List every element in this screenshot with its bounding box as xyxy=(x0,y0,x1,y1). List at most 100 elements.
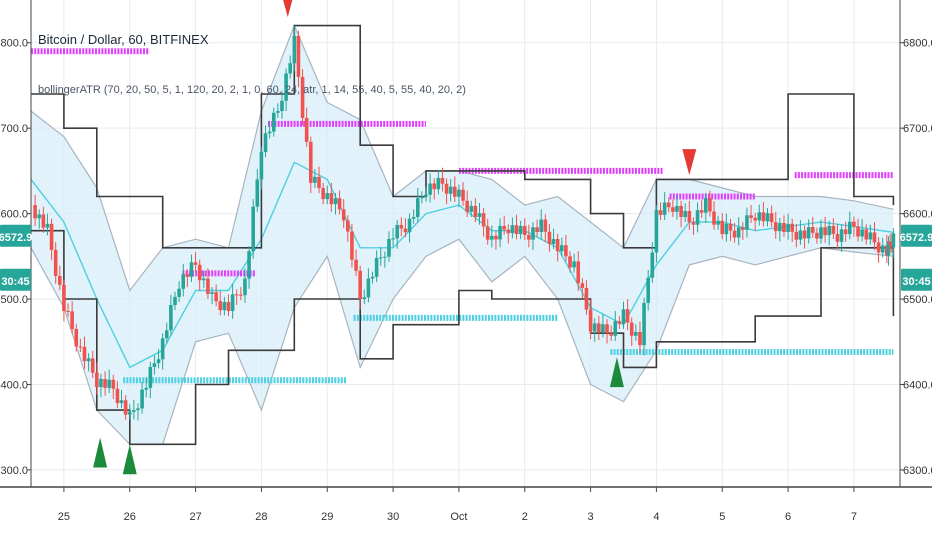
candle-body xyxy=(782,222,786,232)
candle-body xyxy=(234,294,239,296)
candle-body xyxy=(741,227,745,230)
candle-body xyxy=(856,226,860,237)
x-tick-label: 25 xyxy=(58,511,70,523)
candle-body xyxy=(214,292,218,302)
candle-body xyxy=(136,408,140,411)
candle-body xyxy=(37,214,42,219)
candle-body xyxy=(58,275,62,285)
candle-body xyxy=(527,234,531,240)
candle-body xyxy=(646,277,650,303)
x-tick-label: 29 xyxy=(321,511,333,523)
y-tick-label-right: 6800.0 xyxy=(903,38,932,50)
candle-body xyxy=(477,213,482,218)
candle-body xyxy=(276,111,280,113)
candle-body xyxy=(378,257,383,259)
candle-body xyxy=(888,241,892,245)
candle-body xyxy=(852,221,856,227)
candle-body xyxy=(531,227,535,240)
candle-body xyxy=(70,311,74,329)
x-tick-label: 28 xyxy=(255,511,267,523)
candle-body xyxy=(568,256,572,268)
candle-body xyxy=(444,183,449,194)
candle-body xyxy=(773,222,778,232)
candle-body xyxy=(650,252,655,278)
candle-body xyxy=(502,225,506,230)
candle-body xyxy=(687,211,692,223)
candle-body xyxy=(498,225,502,240)
chart-title: Bitcoin / Dollar, 60, BITFINEX xyxy=(38,32,209,47)
candle-body xyxy=(259,152,264,180)
candle-body xyxy=(642,302,646,346)
candle-body xyxy=(699,210,704,213)
candle-body xyxy=(559,245,564,252)
x-tick-label: 3 xyxy=(588,511,594,523)
candle-body xyxy=(107,379,111,388)
candle-body xyxy=(675,205,679,212)
y-tick-label-right: 6700.0 xyxy=(903,123,932,135)
candle-body xyxy=(399,224,404,229)
price-tags: 6572.9 30:45 6572.9 30:45 xyxy=(0,224,932,291)
candle-body xyxy=(144,387,149,390)
candle-body xyxy=(510,225,515,234)
candle-body xyxy=(177,288,181,297)
candle-body xyxy=(597,323,601,333)
candle-body xyxy=(708,198,712,212)
candle-body xyxy=(247,251,251,279)
candle-body xyxy=(481,213,486,227)
current-price-label-right: 6572.9 xyxy=(900,232,932,244)
candle-body xyxy=(494,235,498,240)
candle-body xyxy=(736,227,741,238)
candle-body xyxy=(732,230,737,238)
buy-signal-arrow xyxy=(93,437,108,468)
candle-body xyxy=(432,183,437,190)
candle-body xyxy=(95,372,99,388)
candle-body xyxy=(284,73,288,101)
candle-body xyxy=(658,210,663,215)
candle-body xyxy=(41,214,46,228)
candle-body xyxy=(420,196,424,199)
y-tick-label-right: 6300.0 xyxy=(903,465,932,477)
candle-body xyxy=(572,261,576,268)
candle-body xyxy=(880,245,885,253)
candle-body xyxy=(202,278,206,281)
candle-body xyxy=(346,220,350,232)
candle-body xyxy=(407,218,412,233)
candle-body xyxy=(827,225,832,236)
candle-body xyxy=(703,198,708,213)
candle-body xyxy=(148,366,153,388)
candle-body xyxy=(189,262,194,277)
countdown-tag-left xyxy=(0,268,31,291)
x-tick-label: 30 xyxy=(387,511,399,523)
candle-body xyxy=(506,229,511,234)
candle-body xyxy=(424,194,428,197)
x-tick-label: 7 xyxy=(851,511,857,523)
candle-body xyxy=(164,330,169,339)
candle-body xyxy=(473,205,478,218)
candle-body xyxy=(453,186,457,197)
candle-body xyxy=(350,231,354,260)
y-tick-label-left: 6400.0 xyxy=(0,379,28,391)
candle-body xyxy=(786,223,790,232)
candle-body xyxy=(383,256,387,258)
candle-body xyxy=(868,232,873,240)
x-tick-label: 2 xyxy=(522,511,528,523)
candle-body xyxy=(634,331,638,336)
candle-body xyxy=(872,232,877,243)
candle-body xyxy=(769,213,774,223)
candle-body xyxy=(181,274,186,289)
countdown-label-right: 30:45 xyxy=(902,276,930,288)
candle-body xyxy=(465,200,469,212)
candle-body xyxy=(152,363,157,367)
candle-body xyxy=(891,233,896,248)
candle-body xyxy=(716,220,720,225)
candle-body xyxy=(712,211,716,225)
candle-body xyxy=(226,302,231,311)
candle-body xyxy=(263,133,268,153)
x-tick-label: 26 xyxy=(124,511,136,523)
candle-body xyxy=(485,226,490,240)
candle-body xyxy=(255,179,260,207)
candle-body xyxy=(197,264,202,281)
y-tick-label-left: 6800.0 xyxy=(0,38,28,50)
